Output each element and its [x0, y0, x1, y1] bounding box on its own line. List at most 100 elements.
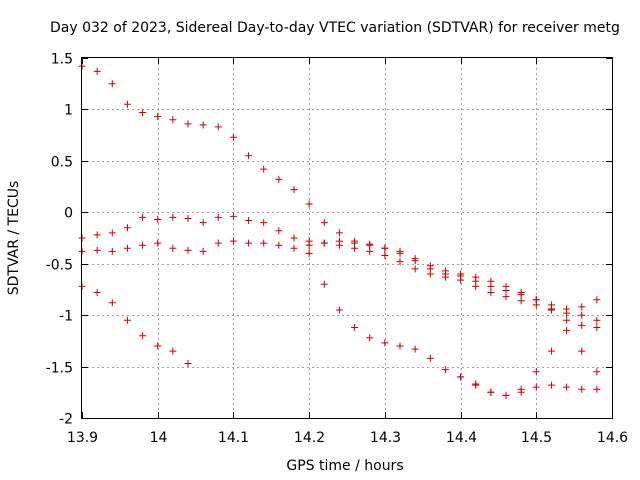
data-point — [335, 229, 343, 237]
data-point — [184, 246, 192, 254]
data-point — [93, 231, 101, 239]
data-point — [93, 289, 101, 297]
data-point — [184, 359, 192, 367]
data-point — [169, 244, 177, 252]
x-tick-label: 14.6 — [597, 430, 628, 446]
plot-frame — [81, 57, 613, 419]
axis-ticks: 13.9 14 14.1 14.2 14.3 14.4 14.5 14.6 1.5 1 0.5 0 -0… — [46, 52, 629, 447]
data-point — [366, 241, 374, 249]
data-point — [123, 224, 131, 232]
x-tick-label: 14.2 — [294, 430, 325, 446]
data-point — [199, 247, 207, 255]
data-point — [229, 212, 237, 220]
data-point — [578, 303, 586, 311]
data-point — [275, 241, 283, 249]
data-point — [563, 316, 571, 324]
data-point — [487, 277, 495, 285]
y-tick-label: 0.5 — [51, 155, 73, 171]
data-point — [457, 276, 465, 284]
data-point — [517, 289, 525, 297]
data-point — [93, 67, 101, 75]
y-tick-label: 0 — [64, 206, 73, 222]
x-tick-label: 14.3 — [370, 430, 401, 446]
data-point — [411, 255, 419, 263]
data-point — [502, 293, 510, 301]
data-point — [335, 306, 343, 314]
series-3 — [78, 237, 601, 331]
data-point — [441, 366, 449, 374]
data-point — [305, 249, 313, 257]
data-point — [593, 385, 601, 393]
data-point — [547, 381, 555, 389]
data-point — [563, 327, 571, 335]
data-point — [214, 123, 222, 131]
data-point — [305, 241, 313, 249]
data-point — [290, 244, 298, 252]
data-point — [169, 347, 177, 355]
data-point — [199, 219, 207, 227]
data-point — [245, 239, 253, 247]
data-point — [532, 296, 540, 304]
x-tick-label: 14.4 — [446, 430, 477, 446]
data-point — [517, 297, 525, 305]
data-point — [411, 345, 419, 353]
y-tick-label: -2 — [59, 412, 73, 428]
data-point — [320, 239, 328, 247]
chart-title: Day 032 of 2023, Sidereal Day-to-day VTE… — [50, 20, 620, 36]
data-point — [578, 311, 586, 319]
data-point — [487, 388, 495, 396]
data-point — [139, 241, 147, 249]
data-point — [366, 334, 374, 342]
data-point — [396, 247, 404, 255]
data-point — [472, 273, 480, 281]
data-point — [260, 239, 268, 247]
data-point — [184, 120, 192, 128]
data-point — [154, 239, 162, 247]
data-point — [532, 383, 540, 391]
data-point — [502, 282, 510, 290]
data-point — [108, 299, 116, 307]
data-point — [502, 391, 510, 399]
x-tick-label: 14.5 — [521, 430, 552, 446]
data-point — [169, 116, 177, 124]
series-1 — [78, 62, 601, 324]
series-5 — [457, 373, 601, 399]
data-point — [593, 323, 601, 331]
data-point — [351, 239, 359, 247]
data-point — [547, 347, 555, 355]
data-point — [517, 388, 525, 396]
data-point — [199, 121, 207, 129]
data-point — [229, 133, 237, 141]
data-point — [214, 213, 222, 221]
y-tick-label: 1 — [64, 103, 73, 119]
data-point — [411, 265, 419, 273]
data-point — [290, 186, 298, 194]
data-point — [275, 175, 283, 183]
data-point — [290, 234, 298, 242]
x-tick-label: 13.9 — [67, 430, 98, 446]
data-point — [335, 237, 343, 245]
x-tick-label: 14 — [150, 430, 168, 446]
x-axis-label: GPS time / hours — [286, 458, 403, 474]
data-point — [139, 109, 147, 117]
data-point — [366, 247, 374, 255]
data-point — [184, 214, 192, 222]
data-points — [78, 62, 601, 399]
data-point — [123, 100, 131, 108]
data-point — [320, 280, 328, 288]
data-point — [108, 247, 116, 255]
data-point — [139, 332, 147, 340]
data-point — [381, 339, 389, 347]
data-point — [381, 251, 389, 259]
data-point — [396, 258, 404, 266]
data-point — [275, 227, 283, 235]
y-tick-label: -1 — [59, 309, 73, 325]
data-point — [593, 368, 601, 376]
x-tick-label: 14.1 — [218, 430, 249, 446]
y-tick-label: 1.5 — [51, 52, 73, 68]
data-point — [320, 219, 328, 227]
data-point — [593, 316, 601, 324]
y-tick-label: -0.5 — [46, 258, 73, 274]
data-point — [563, 309, 571, 317]
